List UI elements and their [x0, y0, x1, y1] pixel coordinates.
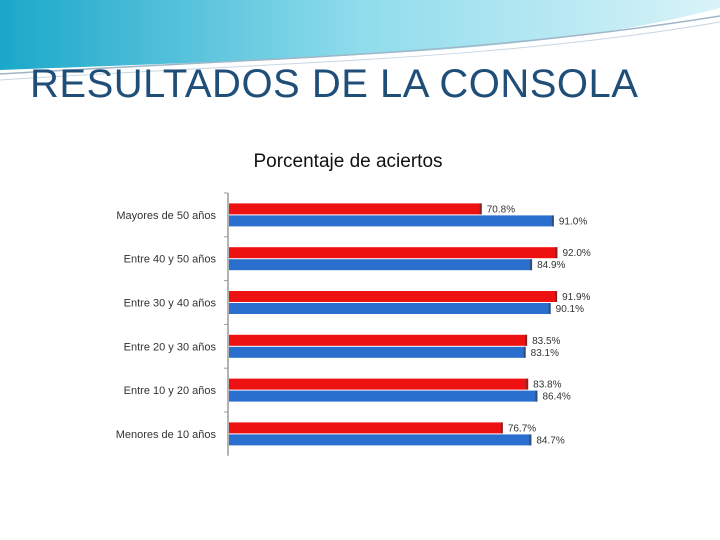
- slide-title: RESULTADOS DE LA CONSOLA: [30, 62, 639, 106]
- bar-tip: [479, 203, 482, 215]
- bar-blue: [229, 346, 526, 358]
- category-label: Entre 40 y 50 años: [124, 254, 217, 266]
- bar-red: [229, 334, 528, 346]
- data-label: 91.0%: [559, 216, 587, 227]
- category-label: Menores de 10 años: [116, 429, 217, 441]
- bar-tip: [535, 390, 538, 402]
- bar-tip: [526, 378, 529, 390]
- bar-tip: [500, 422, 503, 434]
- bar-red: [229, 203, 482, 215]
- data-label: 84.9%: [537, 260, 565, 271]
- bar-blue: [229, 215, 554, 227]
- data-label: 83.5%: [532, 336, 560, 347]
- bar-tip: [555, 291, 558, 302]
- bar-tip: [523, 346, 526, 358]
- data-label: 90.1%: [556, 304, 584, 315]
- data-label: 76.7%: [508, 423, 536, 434]
- bar-tip: [530, 259, 533, 271]
- data-label: 86.4%: [542, 392, 570, 403]
- data-label: 83.8%: [533, 380, 561, 391]
- bar-blue: [229, 434, 532, 446]
- category-label: Entre 30 y 40 años: [124, 298, 217, 310]
- bar-blue: [229, 303, 551, 314]
- data-label: 84.7%: [536, 435, 564, 446]
- bar-red: [229, 422, 503, 434]
- chart-title: Porcentaje de aciertos: [253, 151, 442, 172]
- category-label: Entre 20 y 30 años: [124, 341, 217, 353]
- plot-area: Mayores de 50 años 70.8% 91.0% Entre 40 y 5…: [116, 192, 591, 456]
- header-wave-decoration: [0, 0, 720, 81]
- category-label: Entre 10 y 20 años: [124, 385, 217, 397]
- bar-red: [229, 291, 558, 302]
- bar-tip: [548, 303, 551, 314]
- bar-blue: [229, 259, 533, 271]
- bar-tip: [525, 334, 528, 346]
- bar-tip: [529, 434, 532, 446]
- category-label: Mayores de 50 años: [116, 210, 216, 222]
- data-label: 70.8%: [487, 204, 515, 215]
- bar-tip: [551, 215, 554, 227]
- bar-blue: [229, 390, 538, 402]
- data-label: 92.0%: [562, 248, 590, 259]
- data-label: 83.1%: [531, 348, 559, 359]
- bar-red: [229, 378, 529, 390]
- bar-tip: [555, 247, 558, 259]
- bar-red: [229, 247, 558, 259]
- data-label: 91.9%: [562, 292, 590, 303]
